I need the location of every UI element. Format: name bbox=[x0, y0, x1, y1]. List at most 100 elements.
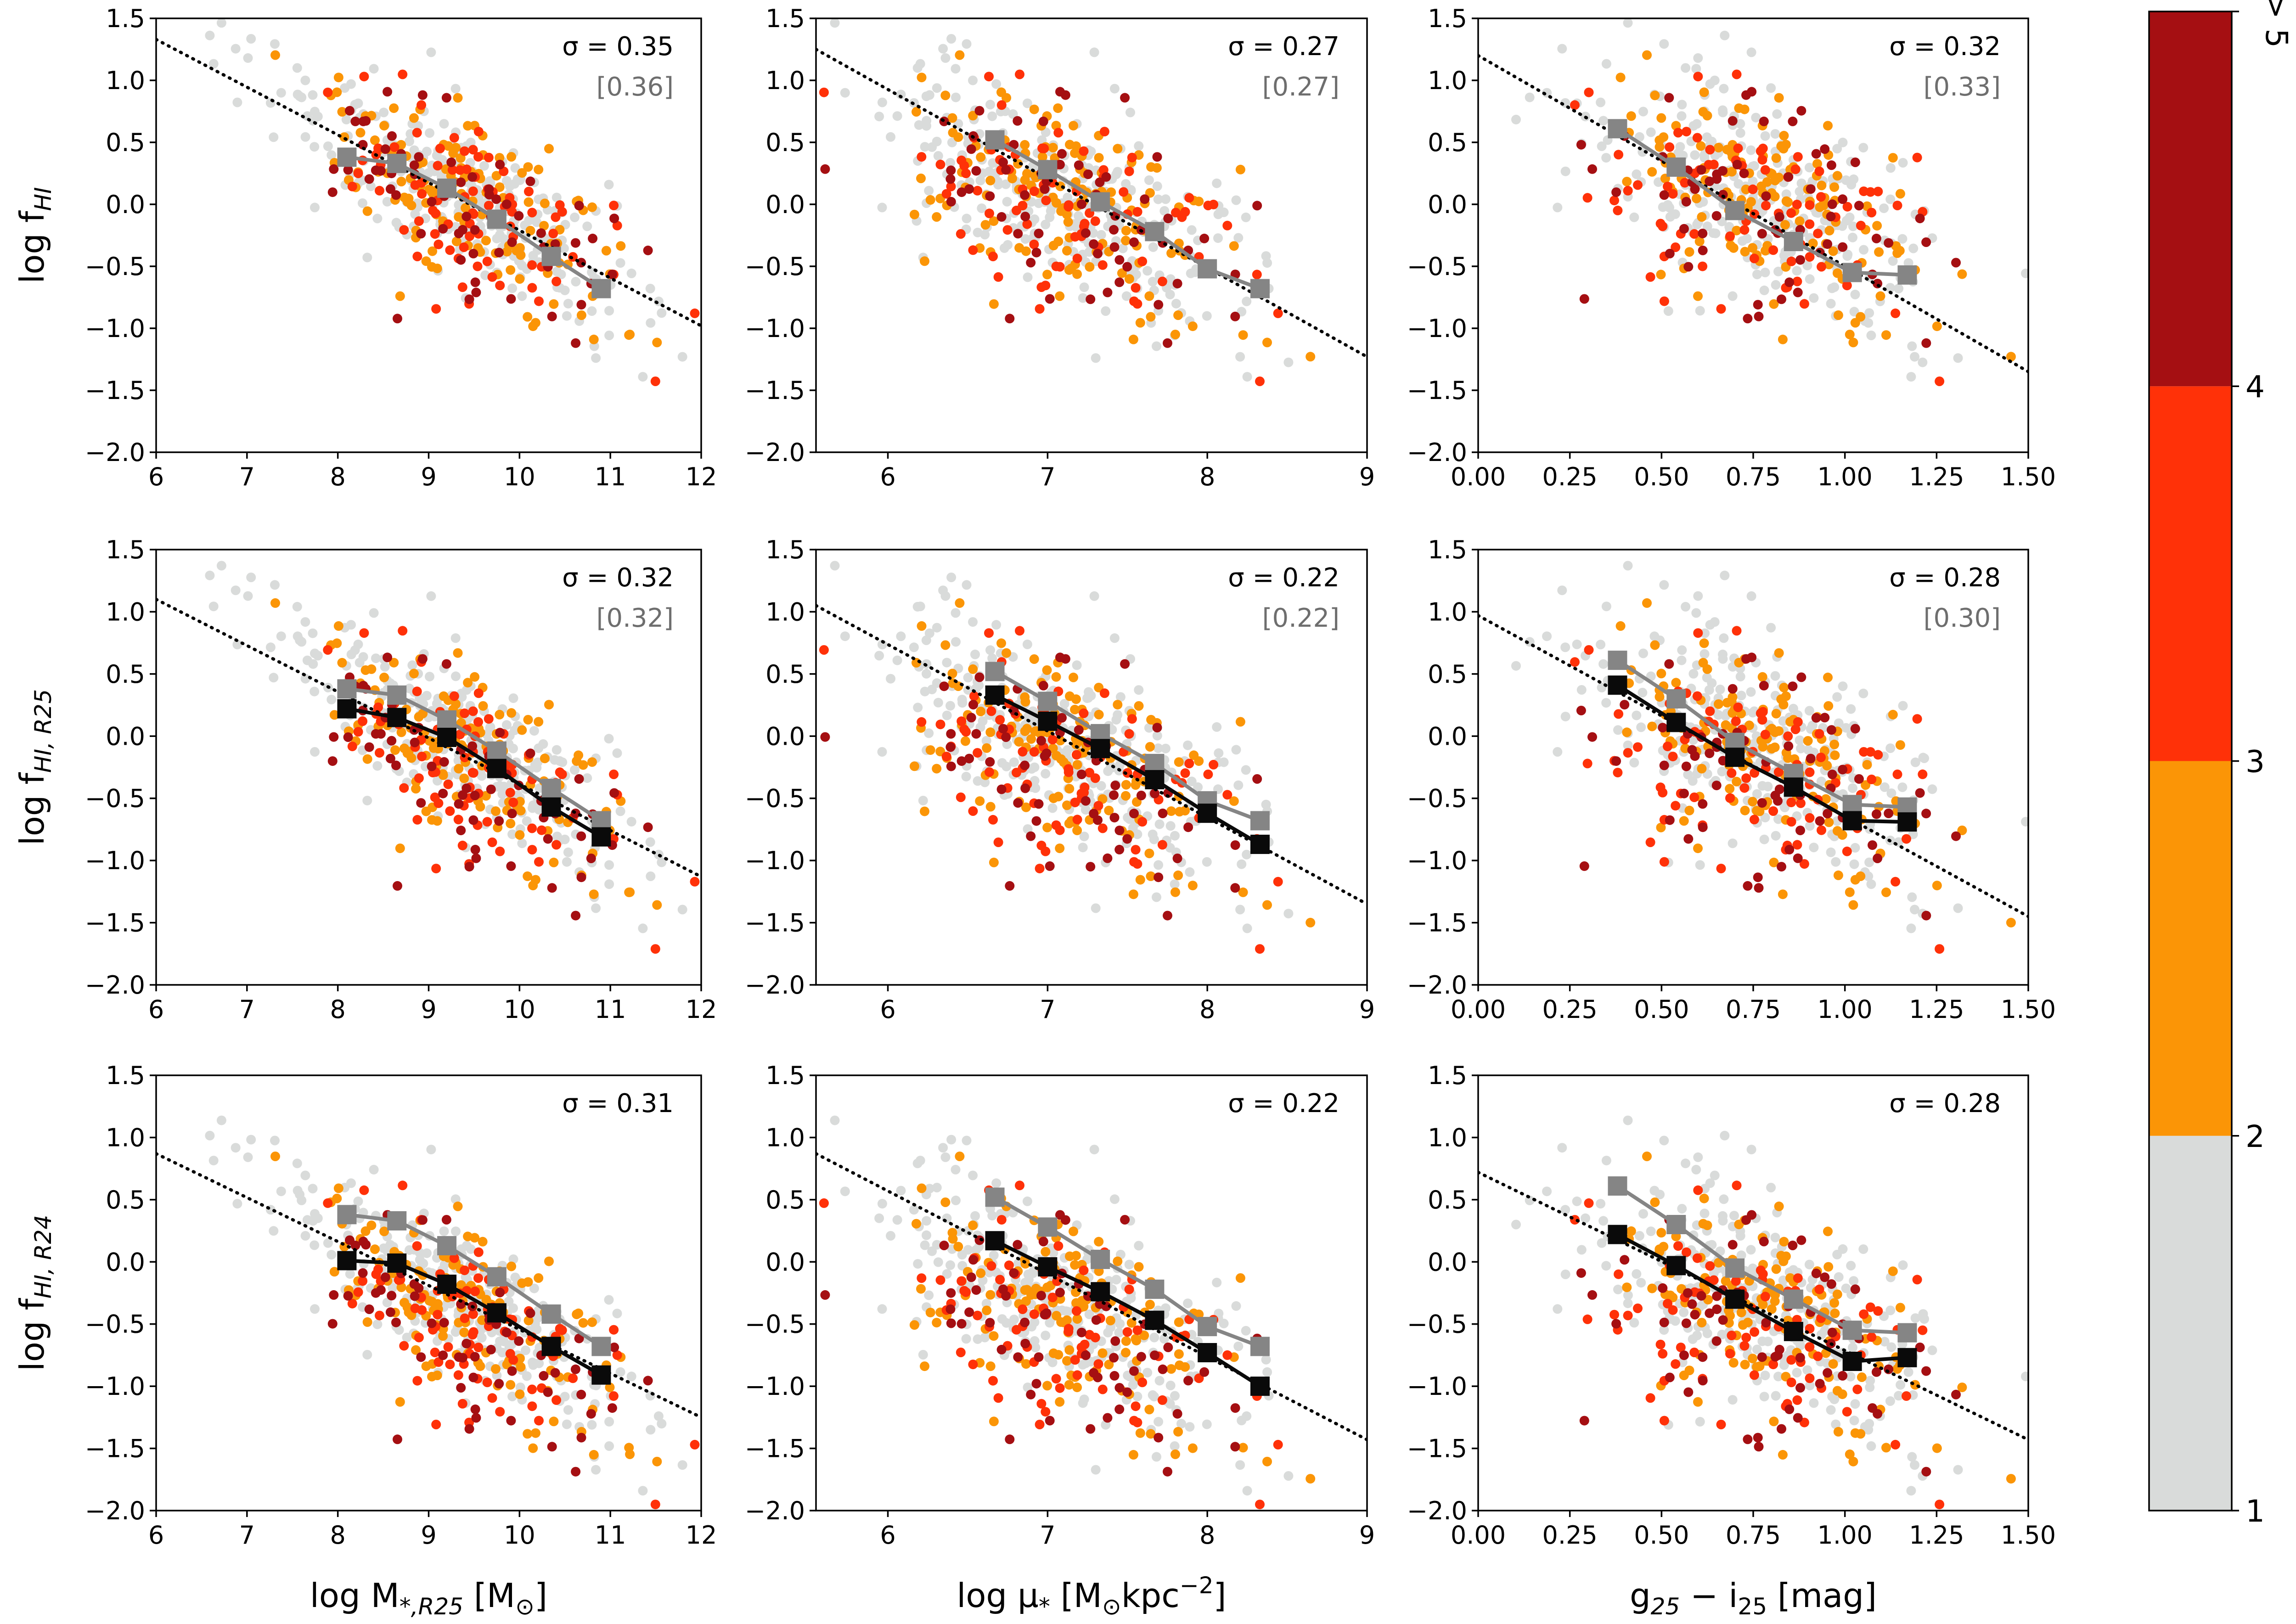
galaxy-point bbox=[1716, 864, 1726, 874]
galaxy-point bbox=[1845, 887, 1855, 897]
galaxy-point bbox=[1709, 159, 1719, 169]
galaxy-point bbox=[1560, 1270, 1570, 1279]
galaxy-point bbox=[1261, 251, 1271, 261]
galaxy-point bbox=[1171, 1449, 1180, 1459]
galaxy-point bbox=[1786, 817, 1796, 827]
galaxy-point bbox=[1570, 100, 1580, 110]
median-black-marker bbox=[1145, 770, 1165, 790]
galaxy-point bbox=[877, 1304, 887, 1314]
galaxy-point bbox=[946, 761, 956, 771]
galaxy-point bbox=[494, 1379, 504, 1389]
median-gray-marker bbox=[985, 1187, 1005, 1207]
galaxy-point bbox=[1096, 781, 1106, 791]
galaxy-point bbox=[1683, 834, 1694, 844]
galaxy-point bbox=[506, 1261, 517, 1271]
galaxy-point bbox=[1823, 701, 1834, 711]
galaxy-point bbox=[973, 185, 983, 196]
galaxy-point bbox=[473, 1343, 484, 1353]
galaxy-point bbox=[391, 760, 401, 770]
galaxy-point bbox=[626, 1371, 636, 1382]
galaxy-point bbox=[933, 151, 943, 161]
x-tick-label: 9 bbox=[1359, 1521, 1375, 1550]
galaxy-point bbox=[1805, 200, 1815, 210]
galaxy-point bbox=[1698, 229, 1708, 238]
galaxy-point bbox=[1273, 1439, 1283, 1450]
galaxy-point bbox=[1153, 743, 1163, 753]
galaxy-point bbox=[998, 157, 1008, 167]
galaxy-point bbox=[516, 1362, 526, 1372]
galaxy-point bbox=[1650, 640, 1660, 650]
galaxy-point bbox=[1189, 750, 1199, 760]
galaxy-point bbox=[1803, 745, 1813, 755]
y-tick-label: −0.5 bbox=[85, 1310, 145, 1339]
galaxy-point bbox=[300, 132, 310, 142]
galaxy-point bbox=[445, 245, 455, 255]
galaxy-point bbox=[396, 177, 406, 186]
galaxy-point bbox=[385, 184, 395, 194]
median-gray-marker bbox=[1784, 232, 1803, 251]
galaxy-point bbox=[269, 1226, 279, 1236]
galaxy-point bbox=[1233, 1341, 1244, 1351]
galaxy-point bbox=[989, 1250, 999, 1260]
x-tick-label: 1.00 bbox=[1818, 995, 1873, 1024]
galaxy-point bbox=[1788, 703, 1798, 714]
median-black-marker bbox=[591, 1365, 611, 1385]
galaxy-point bbox=[1079, 1265, 1089, 1276]
data-layer bbox=[156, 1115, 764, 1510]
galaxy-point bbox=[417, 1215, 428, 1225]
galaxy-point bbox=[1163, 338, 1172, 348]
galaxy-point bbox=[1633, 742, 1643, 752]
galaxy-point bbox=[874, 1213, 884, 1223]
galaxy-point bbox=[523, 715, 533, 725]
galaxy-point bbox=[1659, 1135, 1669, 1146]
galaxy-point bbox=[375, 185, 384, 196]
galaxy-point bbox=[1136, 791, 1146, 800]
galaxy-point bbox=[457, 692, 467, 702]
x-tick-label: 6 bbox=[880, 995, 895, 1024]
galaxy-point bbox=[1746, 145, 1756, 155]
galaxy-point bbox=[938, 1143, 948, 1153]
galaxy-point bbox=[292, 601, 302, 612]
galaxy-point bbox=[985, 191, 995, 201]
galaxy-point bbox=[439, 1318, 449, 1328]
galaxy-point bbox=[216, 18, 226, 28]
galaxy-point bbox=[1615, 73, 1626, 83]
galaxy-point bbox=[576, 300, 586, 310]
galaxy-point bbox=[1199, 1367, 1210, 1377]
galaxy-point bbox=[528, 321, 538, 332]
galaxy-point bbox=[1440, 573, 1449, 582]
galaxy-point bbox=[1829, 739, 1840, 749]
galaxy-point bbox=[1121, 225, 1131, 236]
galaxy-point bbox=[231, 1143, 241, 1153]
galaxy-point bbox=[1895, 246, 1905, 256]
galaxy-point bbox=[460, 1265, 470, 1276]
galaxy-point bbox=[1114, 277, 1125, 287]
galaxy-point bbox=[1013, 798, 1023, 808]
galaxy-point bbox=[1005, 881, 1015, 891]
galaxy-point bbox=[1808, 238, 1818, 248]
galaxy-point bbox=[495, 1407, 505, 1417]
galaxy-point bbox=[1673, 128, 1683, 138]
galaxy-point bbox=[940, 53, 951, 63]
galaxy-point bbox=[754, 1474, 764, 1484]
galaxy-point bbox=[917, 1183, 927, 1193]
galaxy-point bbox=[1584, 645, 1594, 655]
galaxy-point bbox=[540, 198, 550, 208]
x-tick-label: 12 bbox=[686, 1521, 717, 1550]
galaxy-point bbox=[1698, 657, 1708, 668]
galaxy-point bbox=[1233, 780, 1244, 790]
galaxy-point bbox=[1085, 262, 1095, 272]
y-tick-label: −2.0 bbox=[85, 971, 145, 1000]
galaxy-point bbox=[1064, 784, 1075, 794]
galaxy-point bbox=[308, 1184, 318, 1194]
galaxy-point bbox=[439, 691, 449, 701]
galaxy-point bbox=[874, 112, 884, 122]
galaxy-point bbox=[1091, 1465, 1101, 1475]
galaxy-point bbox=[1576, 706, 1586, 715]
galaxy-point bbox=[587, 1420, 597, 1430]
galaxy-point bbox=[988, 815, 998, 825]
galaxy-point bbox=[1880, 782, 1890, 792]
y-tick-label: −0.5 bbox=[745, 252, 805, 281]
y-tick-label: −1.5 bbox=[745, 1434, 805, 1463]
